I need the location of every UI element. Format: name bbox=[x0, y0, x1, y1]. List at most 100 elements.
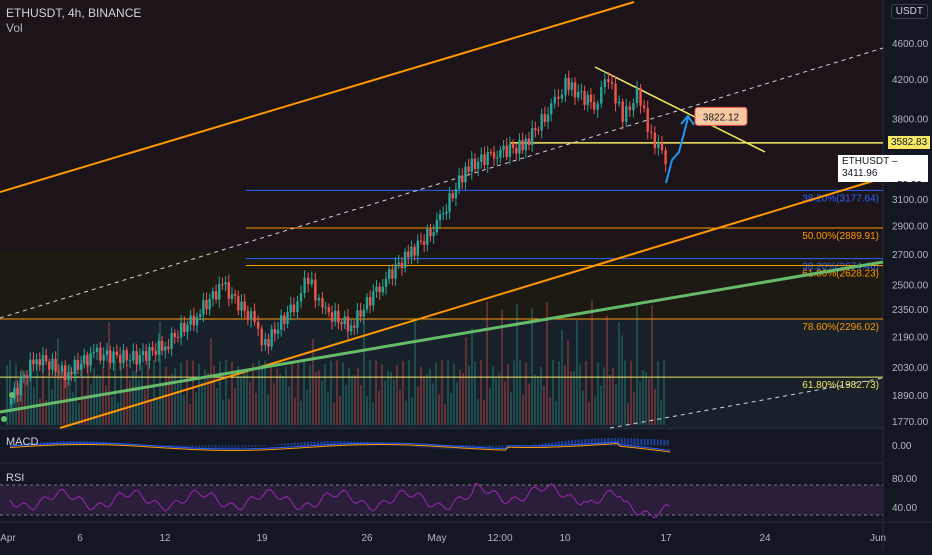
channel-dashed-lower bbox=[609, 377, 884, 429]
current-price: 3411.96 bbox=[842, 168, 878, 179]
candle-body bbox=[299, 292, 303, 302]
volume-label: Vol bbox=[6, 21, 23, 35]
candle-body bbox=[534, 128, 537, 131]
candle-body bbox=[186, 324, 189, 333]
candle-body bbox=[122, 350, 125, 363]
candle-body bbox=[400, 262, 404, 268]
macd-histogram-bar bbox=[204, 445, 207, 450]
volume-bar bbox=[192, 360, 194, 425]
volume-bar bbox=[99, 375, 101, 425]
volume-bar bbox=[51, 388, 53, 425]
candle-body bbox=[546, 114, 550, 122]
macd-histogram-bar bbox=[653, 439, 656, 446]
y-axis-tick-label: 4600.00 bbox=[892, 39, 929, 50]
volume-bar bbox=[438, 394, 440, 425]
countdown: 58:39 bbox=[896, 180, 922, 191]
volume-bar bbox=[495, 378, 497, 425]
volume-bar bbox=[522, 394, 524, 425]
volume-bar bbox=[78, 403, 80, 425]
candle-body bbox=[580, 91, 583, 93]
volume-bar bbox=[429, 368, 431, 425]
candle-body bbox=[508, 144, 512, 157]
candle-body bbox=[349, 325, 353, 332]
candle-body bbox=[237, 295, 240, 311]
candle-body bbox=[286, 312, 289, 324]
candle-body bbox=[48, 361, 51, 370]
volume-bar bbox=[567, 339, 569, 425]
macd-histogram-bar bbox=[564, 440, 567, 446]
x-axis-tick-label: 12 bbox=[159, 533, 171, 544]
volume-bar bbox=[141, 364, 143, 425]
candle-body bbox=[333, 310, 337, 322]
candle-body bbox=[303, 277, 306, 293]
macd-histogram-bar bbox=[425, 445, 428, 448]
volume-bar bbox=[492, 365, 494, 425]
y-axis-tick-label: 4200.00 bbox=[892, 75, 929, 86]
volume-bar bbox=[345, 384, 347, 425]
x-axis-tick-label: 17 bbox=[660, 533, 672, 544]
volume-bar bbox=[420, 366, 422, 425]
candle-body bbox=[270, 329, 273, 347]
volume-bar bbox=[585, 360, 587, 425]
y-axis-tick-label: 1770.00 bbox=[892, 417, 929, 428]
macd-histogram-bar bbox=[458, 445, 461, 450]
volume-bar bbox=[582, 390, 584, 425]
candle-body bbox=[586, 94, 589, 105]
volume-bar bbox=[300, 400, 302, 425]
macd-histogram-bar bbox=[429, 445, 432, 449]
volume-bar bbox=[147, 360, 149, 425]
candle-body bbox=[378, 286, 381, 293]
candle-body bbox=[67, 372, 70, 381]
candle-body bbox=[625, 106, 628, 122]
volume-bar bbox=[48, 361, 50, 425]
candle-body bbox=[635, 87, 639, 104]
volume-bar bbox=[411, 397, 413, 425]
volume-bar bbox=[558, 361, 560, 425]
volume-bar bbox=[324, 364, 326, 425]
currency-button[interactable]: USDT bbox=[890, 4, 928, 19]
candle-body bbox=[664, 150, 667, 165]
volume-bar bbox=[219, 361, 221, 425]
volume-bar bbox=[627, 403, 629, 425]
macd-histogram-bar bbox=[274, 444, 276, 446]
macd-histogram-bar bbox=[277, 444, 280, 446]
volume-bar bbox=[378, 391, 380, 425]
candle-body bbox=[321, 298, 324, 308]
volume-bar bbox=[441, 360, 443, 425]
volume-bar bbox=[393, 379, 395, 425]
volume-bar bbox=[321, 380, 323, 425]
volume-bar bbox=[435, 363, 437, 425]
candle-body bbox=[292, 304, 296, 312]
volume-bar bbox=[366, 395, 368, 425]
volume-bar bbox=[243, 373, 245, 425]
volume-bar bbox=[216, 388, 218, 425]
volume-bar bbox=[60, 372, 62, 425]
macd-histogram-bar bbox=[422, 445, 425, 448]
candle-body bbox=[195, 316, 199, 326]
candle-body bbox=[83, 354, 86, 364]
volume-bar bbox=[132, 370, 134, 425]
volume-bar bbox=[642, 370, 644, 425]
candle-body bbox=[381, 286, 385, 293]
x-axis-tick-label: 6 bbox=[77, 533, 83, 544]
macd-histogram-bar bbox=[481, 445, 484, 450]
macd-histogram-bar bbox=[241, 445, 243, 449]
macd-histogram-bar bbox=[208, 445, 210, 450]
macd-histogram-bar bbox=[316, 441, 319, 446]
candle-body bbox=[518, 140, 521, 154]
macd-histogram-bar bbox=[363, 441, 366, 446]
volume-bar bbox=[201, 381, 203, 425]
volume-bar bbox=[9, 360, 11, 425]
volume-bar bbox=[531, 308, 533, 425]
candle-body bbox=[483, 154, 486, 165]
macd-histogram-bar bbox=[297, 442, 300, 446]
macd-histogram-bar bbox=[287, 443, 290, 446]
x-axis-tick-label: 12:00 bbox=[487, 533, 512, 544]
macd-histogram-bar bbox=[498, 445, 501, 449]
macd-histogram-bar bbox=[597, 438, 600, 446]
candle-body bbox=[22, 375, 26, 379]
volume-bar bbox=[573, 370, 575, 425]
volume-bar bbox=[111, 396, 113, 425]
